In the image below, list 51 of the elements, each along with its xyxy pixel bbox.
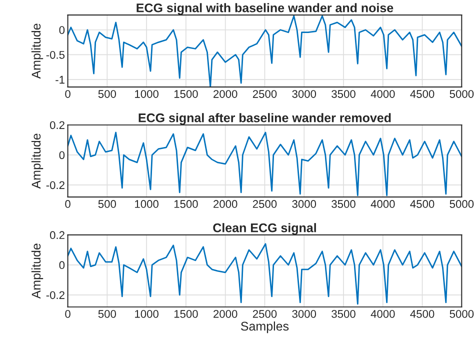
y-tick-label: 0 bbox=[59, 261, 65, 270]
x-tick-label: 3500 bbox=[332, 200, 356, 208]
x-tick-label: 1000 bbox=[135, 310, 158, 318]
x-tick-label: 2500 bbox=[252, 90, 277, 98]
x-tick-label: 500 bbox=[98, 310, 116, 318]
x-tick-label: 1000 bbox=[135, 200, 158, 208]
y-tick-label: -0.2 bbox=[46, 181, 64, 190]
y-tick-label: 0.2 bbox=[50, 121, 64, 130]
x-tick-label: 0 bbox=[65, 200, 70, 208]
y-axis-title: Amplitude bbox=[31, 134, 44, 189]
y-axis-title: Amplitude bbox=[31, 24, 44, 79]
x-tick-label: 2500 bbox=[252, 310, 277, 318]
x-tick-label: 500 bbox=[98, 90, 116, 98]
x-tick-label: 5000 bbox=[450, 310, 474, 318]
x-tick-label: 3000 bbox=[292, 310, 316, 318]
line-series bbox=[68, 243, 462, 305]
x-tick-label: 0 bbox=[65, 90, 70, 98]
x-tick-label: 2500 bbox=[252, 200, 277, 208]
x-tick-label: 3500 bbox=[332, 310, 356, 318]
x-tick-label: 2000 bbox=[214, 310, 238, 318]
x-tick-label: 4000 bbox=[370, 310, 395, 318]
x-tick-label: 4000 bbox=[370, 90, 395, 98]
y-tick-label: 0 bbox=[59, 26, 65, 34]
chart-title: ECG signal with baseline wander and noise bbox=[136, 3, 394, 15]
x-tick-label: 1500 bbox=[174, 310, 198, 318]
y-tick-label: 0.2 bbox=[50, 231, 64, 240]
x-tick-label: 3500 bbox=[332, 90, 356, 98]
x-tick-label: 2000 bbox=[214, 90, 238, 98]
y-tick-label: -0.2 bbox=[46, 291, 64, 300]
y-tick-label: 0 bbox=[59, 151, 65, 160]
x-tick-label: 4500 bbox=[410, 90, 434, 98]
chart-title: ECG signal after baseline wander removed bbox=[138, 113, 391, 125]
x-tick-label: 1000 bbox=[135, 90, 158, 98]
x-tick-label: 1500 bbox=[174, 90, 198, 98]
x-tick-label: 0 bbox=[65, 310, 70, 318]
y-tick-label: -0.5 bbox=[46, 50, 65, 59]
x-axis-title: Samples bbox=[240, 321, 289, 334]
x-tick-label: 4500 bbox=[410, 310, 434, 318]
y-axis-title: Amplitude bbox=[31, 244, 44, 299]
chart-title: Clean ECG signal bbox=[213, 223, 316, 235]
x-tick-label: 3000 bbox=[292, 90, 316, 98]
x-tick-label: 2000 bbox=[214, 200, 238, 208]
x-tick-label: 5000 bbox=[450, 90, 474, 98]
x-tick-label: 4500 bbox=[410, 200, 434, 208]
line-series bbox=[68, 15, 462, 87]
x-tick-label: 500 bbox=[98, 200, 116, 208]
x-tick-label: 5000 bbox=[450, 200, 474, 208]
x-tick-label: 1500 bbox=[174, 200, 198, 208]
x-tick-label: 3000 bbox=[292, 200, 316, 208]
y-tick-label: -1 bbox=[56, 76, 64, 84]
x-tick-label: 4000 bbox=[370, 200, 395, 208]
